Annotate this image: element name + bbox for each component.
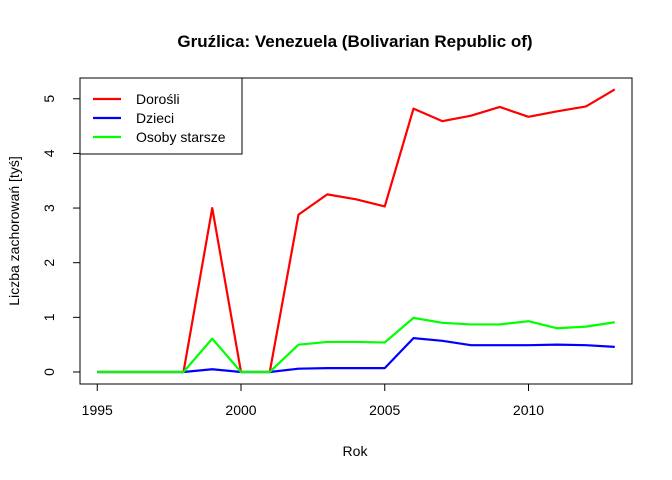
x-axis-label: Rok (343, 443, 369, 459)
legend-label: Dzieci (136, 110, 174, 126)
series-line-2 (97, 316, 615, 374)
y-axis-label: Liczba zachorowań [tyś] (6, 156, 22, 305)
y-tick-label: 0 (41, 368, 57, 376)
x-tick-label: 1995 (82, 402, 113, 418)
y-tick-label: 1 (41, 313, 57, 321)
y-tick-label: 3 (41, 204, 57, 212)
y-tick-label: 4 (41, 149, 57, 157)
legend-label: Dorośli (136, 91, 180, 107)
x-tick-label: 2010 (513, 402, 544, 418)
series-line-1 (97, 337, 615, 374)
y-tick-label: 5 (41, 95, 57, 103)
x-tick-label: 2000 (225, 402, 256, 418)
chart-title: Gruźlica: Venezuela (Bolivarian Republic… (177, 32, 532, 51)
legend: Dorośli Dzieci Osoby starsze (79, 77, 243, 155)
x-axis: 1995 2000 2005 2010 (82, 383, 544, 418)
legend-box (79, 77, 243, 155)
y-axis: 0 1 2 3 4 5 (41, 95, 81, 376)
y-tick-label: 2 (41, 259, 57, 267)
legend-label: Osoby starsze (136, 129, 226, 145)
series-lines (97, 88, 616, 374)
x-tick-label: 2005 (369, 402, 400, 418)
